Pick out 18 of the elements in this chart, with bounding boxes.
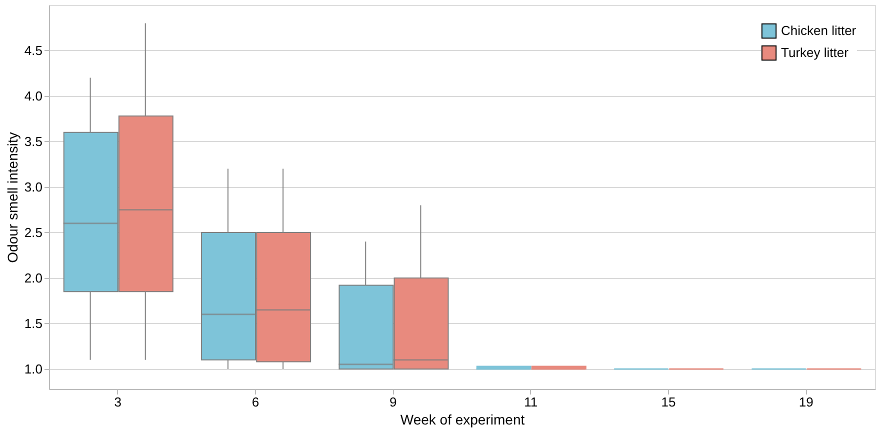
y-tick-label: 4.5 xyxy=(24,43,42,58)
y-tick-label: 1.0 xyxy=(24,361,42,376)
y-tick-label: 2.0 xyxy=(24,270,42,286)
x-tick-label: 15 xyxy=(661,394,676,410)
legend-label: Turkey litter xyxy=(781,45,850,60)
x-axis-title: Week of experiment xyxy=(400,412,525,428)
x-tick-label: 9 xyxy=(390,394,397,410)
y-tick-label: 3.0 xyxy=(24,179,42,194)
y-tick-label: 4.0 xyxy=(24,88,42,104)
x-tick-label: 11 xyxy=(524,394,538,410)
y-tick-label: 1.5 xyxy=(24,316,42,331)
y-tick-label: 3.5 xyxy=(24,134,42,149)
x-tick-label: 3 xyxy=(114,394,122,410)
legend-label: Chicken litter xyxy=(781,23,857,38)
x-tick-label: 19 xyxy=(798,394,814,410)
x-tick-label: 6 xyxy=(252,394,260,410)
y-tick-label: 2.5 xyxy=(24,224,42,240)
y-axis-title: Odour smell intensity xyxy=(4,132,20,263)
